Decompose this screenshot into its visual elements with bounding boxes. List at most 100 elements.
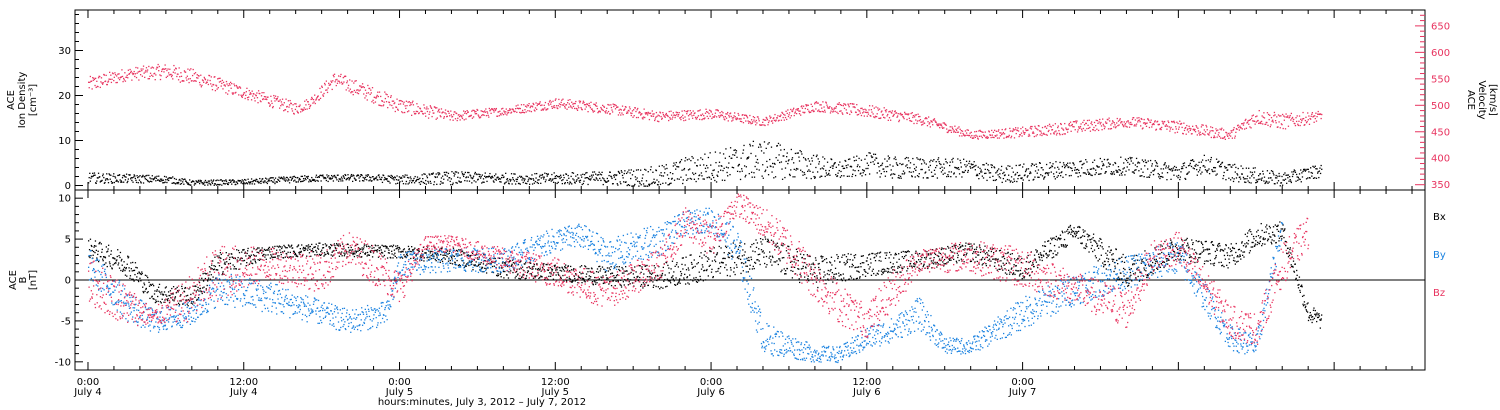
- velocity-point: [152, 67, 155, 69]
- velocity-point: [1133, 117, 1135, 119]
- density-point: [1297, 179, 1299, 181]
- bx-point: [370, 251, 372, 254]
- density-point: [902, 163, 904, 165]
- density-point: [1089, 173, 1091, 175]
- velocity-point: [509, 109, 512, 111]
- velocity-point: [1289, 114, 1291, 117]
- velocity-point: [1259, 122, 1261, 124]
- density-point: [277, 179, 280, 181]
- density-point: [311, 179, 313, 181]
- bx-point: [261, 247, 263, 249]
- bx-point: [281, 251, 284, 253]
- velocity-point: [1294, 124, 1297, 127]
- density-point: [1311, 172, 1314, 174]
- velocity-point: [1110, 127, 1113, 130]
- density-point: [531, 174, 533, 176]
- density-point: [752, 145, 754, 147]
- velocity-point: [763, 119, 766, 121]
- velocity-point: [431, 115, 433, 118]
- velocity-point: [1159, 127, 1162, 130]
- bx-point: [178, 304, 181, 306]
- velocity-point: [346, 80, 349, 82]
- velocity-point: [380, 95, 382, 98]
- density-point: [273, 179, 276, 181]
- density-point: [1135, 157, 1138, 160]
- density-point: [150, 178, 152, 180]
- velocity-point: [1154, 121, 1156, 123]
- density-point: [1147, 160, 1149, 162]
- density-point: [1005, 180, 1007, 182]
- velocity-point: [1028, 133, 1030, 136]
- density-point: [1272, 172, 1274, 174]
- velocity-point: [201, 84, 203, 87]
- density-point: [669, 172, 672, 174]
- density-point: [1097, 173, 1100, 175]
- bx-point: [213, 268, 216, 270]
- density-point: [422, 181, 424, 184]
- density-point: [199, 179, 201, 181]
- density-point: [1161, 175, 1163, 178]
- density-point: [1281, 184, 1284, 186]
- density-point: [860, 159, 863, 161]
- bx-point: [351, 252, 353, 254]
- velocity-point: [784, 116, 787, 119]
- velocity-point: [855, 111, 857, 114]
- bx-point: [387, 252, 390, 254]
- density-point: [917, 158, 919, 160]
- velocity-point: [908, 113, 910, 115]
- density-point: [687, 169, 690, 171]
- velocity-point: [261, 92, 263, 94]
- velocity-point: [518, 107, 520, 109]
- velocity-point: [1231, 137, 1234, 139]
- bx-point: [93, 245, 96, 247]
- density-point: [402, 183, 405, 185]
- density-point: [989, 176, 991, 179]
- velocity-point: [1225, 132, 1228, 134]
- density-point: [780, 161, 783, 163]
- velocity-tick-label: 650: [1431, 21, 1450, 32]
- bx-point: [197, 289, 199, 291]
- velocity-point: [906, 118, 908, 121]
- velocity-point: [1223, 136, 1225, 139]
- velocity-point: [1004, 129, 1006, 131]
- density-point: [294, 176, 297, 179]
- density-point: [748, 156, 750, 158]
- density-point: [375, 177, 377, 180]
- velocity-point: [1019, 134, 1021, 136]
- velocity-point: [283, 110, 285, 112]
- density-point: [1148, 176, 1151, 178]
- bx-point: [205, 288, 207, 290]
- density-point: [423, 173, 425, 175]
- velocity-point: [1292, 120, 1294, 122]
- velocity-point: [1074, 129, 1076, 131]
- density-point: [116, 180, 118, 182]
- bx-point: [116, 259, 118, 261]
- velocity-point: [769, 115, 771, 117]
- velocity-point: [704, 112, 707, 114]
- velocity-point: [130, 70, 132, 72]
- density-point: [395, 178, 398, 181]
- velocity-point: [107, 80, 110, 82]
- velocity-point: [1076, 131, 1079, 133]
- bx-point: [338, 255, 341, 257]
- velocity-point: [392, 107, 394, 109]
- density-point: [248, 181, 250, 184]
- density-point: [1165, 165, 1168, 167]
- velocity-point: [103, 74, 106, 76]
- b-axis-label: B: [18, 276, 29, 283]
- velocity-point: [1081, 128, 1083, 130]
- velocity-point: [1247, 120, 1249, 122]
- velocity-point: [388, 101, 391, 104]
- velocity-point: [1194, 131, 1197, 133]
- density-point: [843, 175, 845, 177]
- velocity-point: [137, 67, 139, 69]
- density-point: [153, 177, 156, 179]
- bx-point: [268, 249, 270, 251]
- density-point: [728, 162, 730, 164]
- velocity-point: [272, 105, 274, 108]
- velocity-point: [944, 123, 947, 126]
- velocity-point: [1044, 125, 1047, 128]
- velocity-point: [810, 103, 812, 105]
- density-point: [1304, 170, 1307, 172]
- bx-point: [285, 247, 287, 249]
